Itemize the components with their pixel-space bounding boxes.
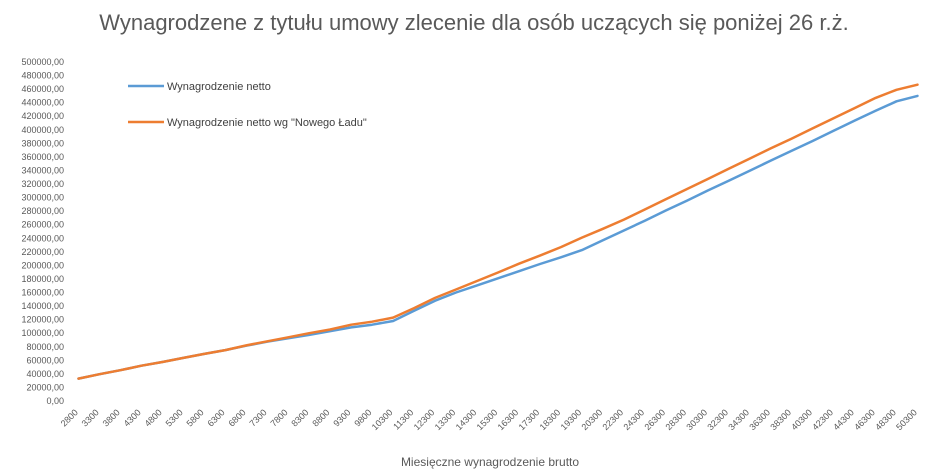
y-tick-label: 480000,00 [21, 71, 64, 81]
x-tick-label: 50300 [894, 407, 919, 432]
y-tick-label: 240000,00 [21, 233, 64, 243]
y-tick-label: 200000,00 [21, 260, 64, 270]
x-tick-label: 5800 [185, 407, 206, 428]
y-tick-label: 280000,00 [21, 206, 64, 216]
x-tick-label: 16300 [496, 407, 521, 432]
x-tick-label: 4800 [143, 407, 164, 428]
x-tick-label: 10300 [370, 407, 395, 432]
x-tick-label: 8800 [310, 407, 331, 428]
y-tick-label: 380000,00 [21, 138, 64, 148]
y-tick-label: 260000,00 [21, 220, 64, 230]
x-tick-label: 13300 [433, 407, 458, 432]
x-tick-label: 24300 [621, 407, 646, 432]
y-tick-label: 360000,00 [21, 152, 64, 162]
y-tick-label: 160000,00 [21, 288, 64, 298]
x-tick-label: 20300 [580, 407, 605, 432]
x-tick-label: 4300 [122, 407, 143, 428]
y-tick-label: 420000,00 [21, 111, 64, 121]
y-tick-label: 220000,00 [21, 247, 64, 257]
y-tick-label: 0,00 [46, 396, 64, 406]
x-tick-label: 42300 [810, 407, 835, 432]
x-tick-label: 38300 [768, 407, 793, 432]
x-tick-label: 11300 [391, 407, 415, 431]
x-tick-label: 9300 [331, 407, 352, 428]
y-tick-label: 140000,00 [21, 301, 64, 311]
x-tick-label: 3800 [101, 407, 122, 428]
x-tick-label: 17300 [517, 407, 542, 432]
x-tick-label: 15300 [475, 407, 500, 432]
x-tick-label: 32300 [705, 407, 730, 432]
x-tick-label: 6800 [226, 407, 247, 428]
plot-area [77, 83, 919, 380]
x-axis: 2800 3300 3800 4300 4800 5300 5800 6300 6800 7300… [59, 407, 919, 432]
y-tick-label: 80000,00 [26, 342, 64, 352]
y-tick-label: 500000,00 [21, 57, 64, 67]
y-tick-label: 440000,00 [21, 98, 64, 108]
x-tick-label: 14300 [454, 407, 479, 432]
legend: Wynagrodzenie netto Wynagrodzenie netto … [128, 81, 367, 129]
series-line-2 [77, 83, 919, 380]
y-tick-label: 40000,00 [26, 369, 64, 379]
legend-label-netto: Wynagrodzenie netto [167, 81, 271, 93]
y-tick-label: 400000,00 [21, 125, 64, 135]
x-tick-label: 36300 [747, 407, 772, 432]
y-tick-label: 460000,00 [21, 84, 64, 94]
x-tick-label: 40300 [789, 407, 814, 432]
y-tick-label: 60000,00 [26, 355, 64, 365]
x-tick-label: 22300 [600, 407, 625, 432]
x-tick-label: 6300 [205, 407, 226, 428]
x-tick-label: 19300 [559, 407, 584, 432]
x-axis-title: Miesięczne wynagrodzenie brutto [401, 455, 579, 469]
x-tick-label: 44300 [831, 407, 856, 432]
y-tick-label: 320000,00 [21, 179, 64, 189]
x-tick-label: 5300 [164, 407, 185, 428]
y-tick-label: 340000,00 [21, 165, 64, 175]
x-tick-label: 8300 [289, 407, 310, 428]
x-tick-label: 34300 [726, 407, 751, 432]
x-tick-label: 28300 [663, 407, 688, 432]
x-tick-label: 12300 [412, 407, 437, 432]
x-tick-label: 7800 [268, 407, 289, 428]
x-tick-label: 18300 [538, 407, 563, 432]
x-tick-label: 2800 [59, 407, 80, 428]
y-tick-label: 120000,00 [21, 315, 64, 325]
x-tick-label: 46300 [852, 407, 877, 432]
y-tick-label: 100000,00 [21, 328, 64, 338]
y-tick-label: 180000,00 [21, 274, 64, 284]
x-tick-label: 26300 [642, 407, 667, 432]
x-tick-label: 48300 [873, 407, 898, 432]
x-tick-label: 7300 [247, 407, 268, 428]
x-tick-label: 3300 [80, 407, 101, 428]
y-axis: 0,00 20000,00 40000,00 60000,00 80000,00 1000… [21, 57, 64, 406]
y-tick-label: 20000,00 [26, 382, 64, 392]
y-tick-label: 300000,00 [21, 193, 64, 203]
x-tick-label: 30300 [684, 407, 709, 432]
legend-label-nowy-lad: Wynagrodzenie netto wg "Nowego Ładu" [167, 117, 367, 129]
chart-title: Wynagrodzene z tytułu umowy zlecenie dla… [99, 10, 848, 35]
